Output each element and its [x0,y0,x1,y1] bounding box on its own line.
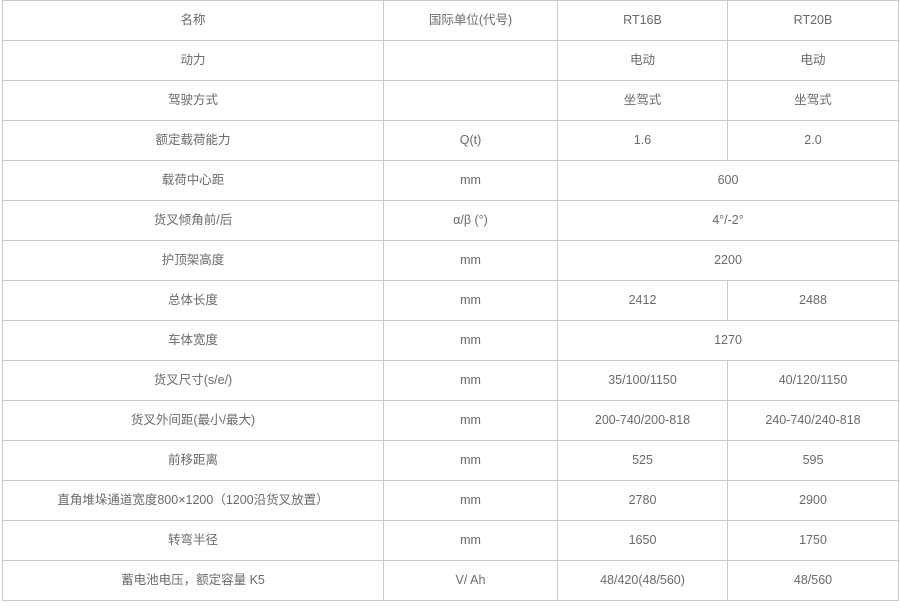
specification-table: 名称 国际单位(代号) RT16B RT20B 动力 电动 电动驾驶方式 坐驾式 坐驾式… [2,0,899,601]
row-label: 额定载荷能力 [2,120,384,161]
table-header-row: 名称 国际单位(代号) RT16B RT20B [2,0,899,41]
row-value-rt16b: 525 [557,440,728,481]
table-row: 前移距离 mm 525 595 [2,440,899,481]
row-unit: mm [383,160,558,201]
row-label: 前移距离 [2,440,384,481]
row-unit: V/ Ah [383,560,558,601]
row-unit: mm [383,320,558,361]
table-row: 货叉外间距(最小/最大) mm 200-740/200-818 240-740/240… [2,400,899,441]
table-row: 货叉尺寸(s/e/) mm 35/100/1150 40/120/1150 [2,360,899,401]
row-unit [383,80,558,121]
row-value-rt20b: 1750 [727,520,899,561]
table-row: 额定载荷能力 Q(t) 1.6 2.0 [2,120,899,161]
table-row: 转弯半径 mm 1650 1750 [2,520,899,561]
table-row: 载荷中心距 mm 600 [2,160,899,201]
table-row: 护顶架高度 mm 2200 [2,240,899,281]
row-label: 载荷中心距 [2,160,384,201]
row-unit: mm [383,280,558,321]
row-value-rt20b: 坐驾式 [727,80,899,121]
row-value-merged: 600 [557,160,899,201]
column-header-name: 名称 [2,0,384,41]
row-value-rt16b: 2780 [557,480,728,521]
row-unit: mm [383,480,558,521]
row-unit: α/β (°) [383,200,558,241]
column-header-unit: 国际单位(代号) [383,0,558,41]
row-label: 车体宽度 [2,320,384,361]
row-value-merged: 1270 [557,320,899,361]
row-unit: mm [383,240,558,281]
row-value-rt20b: 2488 [727,280,899,321]
row-value-rt16b: 1650 [557,520,728,561]
row-unit: mm [383,360,558,401]
row-label: 蓄电池电压，额定容量 K5 [2,560,384,601]
table-row: 车体宽度 mm 1270 [2,320,899,361]
row-value-rt16b: 坐驾式 [557,80,728,121]
row-value-merged: 4°/-2° [557,200,899,241]
row-unit [383,40,558,81]
row-value-rt16b: 1.6 [557,120,728,161]
table-row: 货叉倾角前/后 α/β (°) 4°/-2° [2,200,899,241]
row-label: 转弯半径 [2,520,384,561]
row-label: 驾驶方式 [2,80,384,121]
row-label: 护顶架高度 [2,240,384,281]
row-value-rt20b: 2.0 [727,120,899,161]
column-header-rt16b: RT16B [557,0,728,41]
row-unit: mm [383,520,558,561]
table-row: 蓄电池电压，额定容量 K5 V/ Ah 48/420(48/560) 48/560 [2,560,899,601]
row-value-rt16b: 35/100/1150 [557,360,728,401]
row-value-rt16b: 200-740/200-818 [557,400,728,441]
row-label: 直角堆垛通道宽度800×1200（1200沿货叉放置） [2,480,384,521]
row-unit: mm [383,440,558,481]
row-value-rt20b: 2900 [727,480,899,521]
table-row: 动力 电动 电动 [2,40,899,81]
row-value-rt20b: 240-740/240-818 [727,400,899,441]
table-row: 总体长度 mm 2412 2488 [2,280,899,321]
row-value-rt16b: 电动 [557,40,728,81]
column-header-rt20b: RT20B [727,0,899,41]
table-row: 驾驶方式 坐驾式 坐驾式 [2,80,899,121]
table-body: 名称 国际单位(代号) RT16B RT20B 动力 电动 电动驾驶方式 坐驾式 坐驾式… [2,0,899,601]
row-value-rt20b: 595 [727,440,899,481]
row-value-rt16b: 2412 [557,280,728,321]
row-label: 总体长度 [2,280,384,321]
row-label: 货叉尺寸(s/e/) [2,360,384,401]
row-label: 动力 [2,40,384,81]
table-row: 直角堆垛通道宽度800×1200（1200沿货叉放置） mm 2780 2900 [2,480,899,521]
row-value-rt20b: 48/560 [727,560,899,601]
row-value-rt20b: 电动 [727,40,899,81]
row-value-merged: 2200 [557,240,899,281]
row-value-rt20b: 40/120/1150 [727,360,899,401]
row-value-rt16b: 48/420(48/560) [557,560,728,601]
row-label: 货叉外间距(最小/最大) [2,400,384,441]
row-unit: mm [383,400,558,441]
row-unit: Q(t) [383,120,558,161]
row-label: 货叉倾角前/后 [2,200,384,241]
